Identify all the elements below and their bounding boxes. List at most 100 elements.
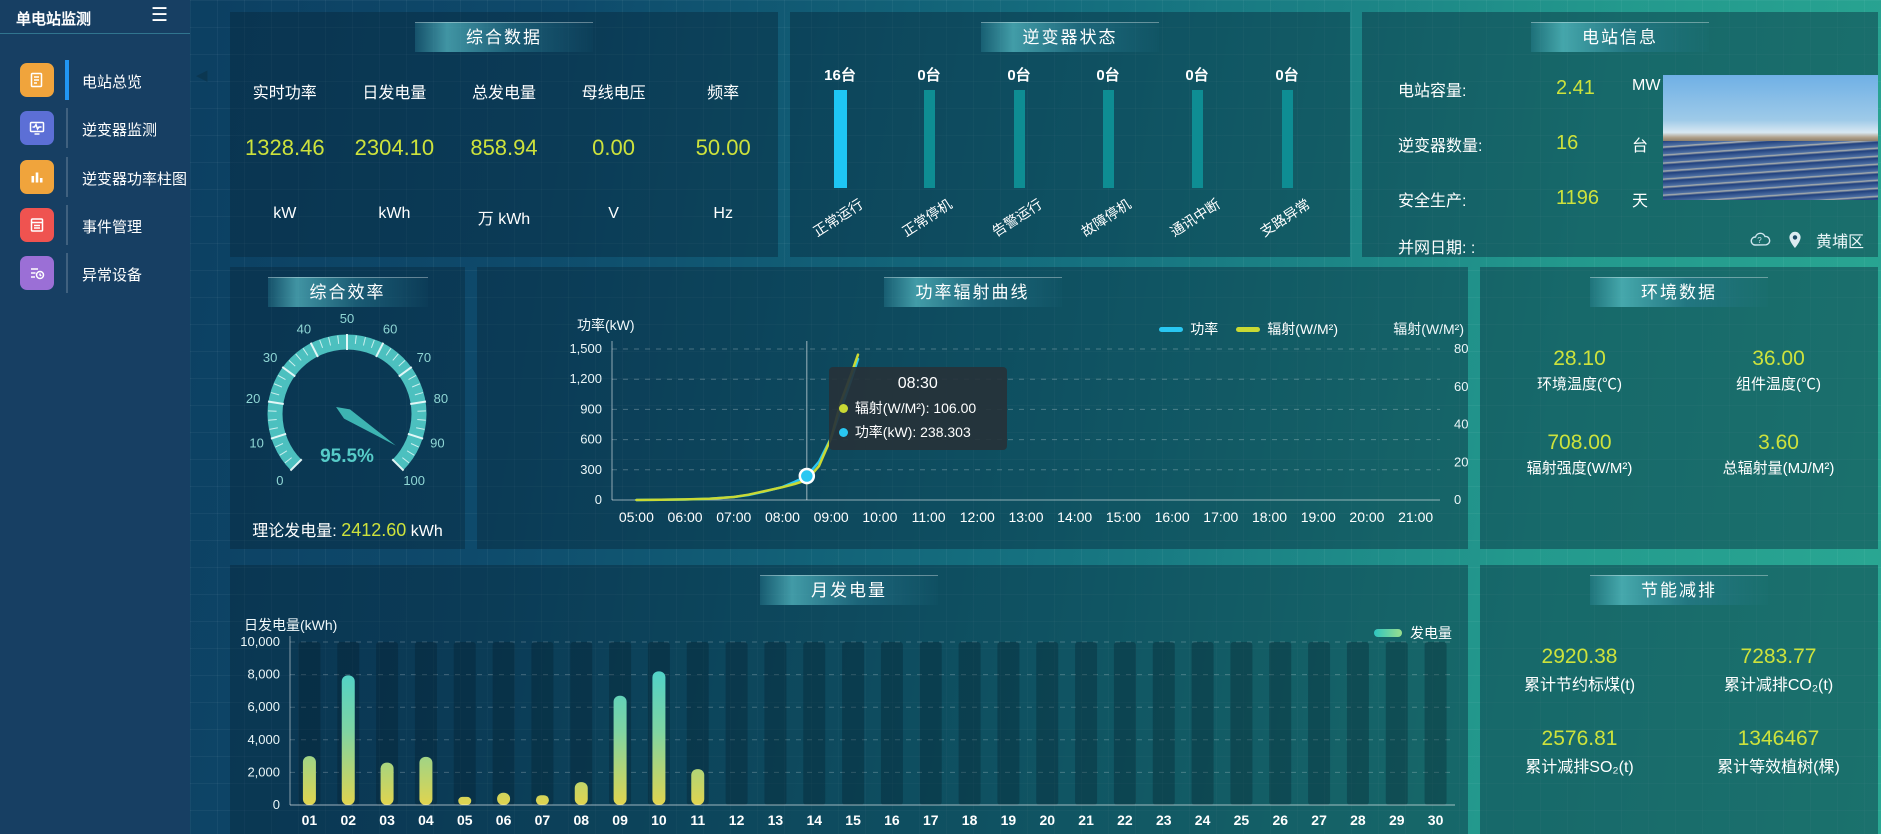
status-count: 0台: [1275, 67, 1299, 84]
stat-label: 辐射强度(W/M²): [1526, 460, 1633, 477]
svg-text:95.5%: 95.5%: [320, 446, 374, 467]
svg-text:0: 0: [276, 473, 283, 488]
svg-text:900: 900: [580, 401, 602, 416]
inverter-status-fault-stop[interactable]: 0台 故障停机: [1063, 52, 1153, 257]
legend-label: 功率: [1190, 321, 1219, 337]
location-pin-icon: [1789, 231, 1801, 248]
svg-text:15:00: 15:00: [1106, 509, 1141, 525]
sidebar-item-abnormal-devices[interactable]: 异常设备: [0, 251, 190, 295]
info-value: 1196: [1556, 187, 1600, 209]
svg-text:50: 50: [340, 311, 354, 326]
svg-text:0: 0: [273, 797, 280, 812]
svg-text:18: 18: [962, 812, 978, 828]
sidebar-item-label: 逆变器功率柱图: [82, 171, 188, 188]
info-unit: 台: [1632, 138, 1649, 155]
legend-swatch: [1374, 629, 1402, 637]
panel-title: 环境数据: [1590, 277, 1768, 307]
metric-value: 858.94: [470, 135, 538, 160]
svg-text:16:00: 16:00: [1155, 509, 1190, 525]
info-label: 并网日期: :: [1398, 240, 1476, 257]
svg-text:600: 600: [580, 432, 602, 447]
metric-value: 50.00: [695, 135, 751, 160]
efficiency-gauge[interactable]: 0 10 20 30 40 50 60 70 80 90 100 95.5%: [232, 309, 462, 509]
event-management-icon: [20, 208, 54, 242]
svg-text:70: 70: [417, 350, 431, 365]
svg-text:20:00: 20:00: [1349, 509, 1384, 525]
monthly-energy-chart[interactable]: 0 2,000 4,000 6,000 8,000 10,000 01 02 03 04 05 06 0…: [230, 565, 1468, 834]
svg-text:11: 11: [690, 812, 705, 828]
inverter-status-comm-lost[interactable]: 0台 通讯中断: [1152, 52, 1242, 257]
bar-chart-legend[interactable]: 发电量: [1374, 623, 1452, 643]
panel-title: 节能减排: [1590, 575, 1768, 605]
hamburger-menu-icon[interactable]: ☰: [150, 5, 168, 26]
svg-text:10: 10: [249, 435, 263, 450]
svg-text:17: 17: [923, 812, 939, 828]
env-ambient-temp: 28.10 环境温度(℃): [1480, 347, 1679, 394]
power-radiation-chart[interactable]: 0 300 600 900 1,200 1,500 0 200 400 600 800 05:00 06…: [477, 267, 1468, 549]
metric-value: 1328.46: [245, 135, 325, 160]
panel-title: 月发电量: [760, 575, 938, 605]
legend-power[interactable]: 功率: [1159, 319, 1218, 339]
safe-production-row: 安全生产: 1196 天: [1362, 187, 1662, 211]
sidebar-item-event-management[interactable]: 事件管理: [0, 203, 190, 247]
metric-unit: Hz: [713, 205, 733, 222]
saving-so2: 2576.81 累计减排SO₂(t): [1480, 727, 1679, 777]
svg-text:0: 0: [595, 492, 602, 507]
svg-text:06: 06: [496, 812, 512, 828]
status-count: 0台: [1096, 67, 1120, 84]
stat-label: 累计等效植树(棵): [1717, 759, 1840, 776]
env-radiation-intensity: 708.00 辐射强度(W/M²): [1480, 431, 1679, 478]
info-label: 安全生产:: [1398, 193, 1467, 210]
sidebar-item-inverter-monitor[interactable]: 逆变器监测: [0, 106, 190, 150]
svg-text:12:00: 12:00: [960, 509, 995, 525]
svg-text:13:00: 13:00: [1008, 509, 1043, 525]
svg-text:02: 02: [340, 812, 356, 828]
metric-bus-voltage: 母线电压 0.00 V: [559, 57, 669, 257]
menu-accent-bar: [66, 253, 68, 293]
stat-value: 28.10: [1553, 347, 1606, 370]
inverter-status-normal-stop[interactable]: 0台 正常停机: [884, 52, 974, 257]
metric-label: 日发电量: [362, 85, 427, 102]
svg-text:15: 15: [845, 812, 861, 828]
inverter-status-bar: [1281, 90, 1293, 188]
svg-text:400: 400: [1454, 417, 1468, 432]
panel-title: 逆变器状态: [981, 22, 1159, 52]
metric-value: 0.00: [592, 135, 635, 160]
panel-title: 功率辐射曲线: [883, 277, 1062, 307]
line-chart-legend[interactable]: 功率 辐射(W/M²): [1159, 319, 1338, 339]
svg-text:21:00: 21:00: [1398, 509, 1433, 525]
inverter-monitor-icon: [20, 111, 54, 145]
svg-text:21: 21: [1078, 812, 1094, 828]
svg-text:80: 80: [434, 391, 448, 406]
info-value: 16: [1556, 132, 1579, 154]
panel-energy-saving: 节能减排 2920.38 累计节约标煤(t) 7283.77 累计减排CO₂(t…: [1480, 565, 1878, 834]
metric-total-energy: 总发电量 858.94 万 kWh: [449, 57, 559, 257]
sidebar-collapse-icon[interactable]: ◀: [196, 67, 208, 84]
inverter-status-bar: [833, 90, 847, 188]
sidebar-item-station-overview[interactable]: 电站总览: [0, 58, 190, 102]
metric-label: 总发电量: [471, 85, 536, 102]
legend-radiation[interactable]: 辐射(W/M²): [1236, 319, 1338, 339]
footer-unit: kWh: [410, 523, 443, 540]
svg-text:2,000: 2,000: [247, 764, 280, 779]
svg-text:23: 23: [1156, 812, 1172, 828]
inverter-status-branch-abnormal[interactable]: 0台 支路异常: [1242, 52, 1332, 257]
legend-label: 发电量: [1410, 625, 1452, 641]
sidebar-item-inverter-power-bars[interactable]: 逆变器功率柱图: [0, 155, 190, 199]
svg-text:11:00: 11:00: [912, 509, 946, 525]
svg-text:1,500: 1,500: [569, 341, 602, 356]
svg-text:07: 07: [535, 812, 551, 828]
weather-icon: ?: [1750, 232, 1771, 246]
status-label: 故障停机: [1078, 195, 1134, 240]
svg-text:20: 20: [246, 391, 260, 406]
svg-text:12: 12: [729, 812, 745, 828]
grid-connection-date-row: 并网日期: :: [1362, 234, 1662, 258]
saving-coal: 2920.38 累计节约标煤(t): [1480, 645, 1679, 695]
stat-value: 1346467: [1737, 727, 1820, 750]
legend-label: 辐射(W/M²): [1267, 321, 1338, 337]
metric-unit: kWh: [378, 205, 411, 222]
inverter-status-alarm-running[interactable]: 0台 告警运行: [974, 52, 1064, 257]
info-unit: MW: [1632, 77, 1661, 94]
svg-text:28: 28: [1350, 812, 1366, 828]
inverter-status-normal-running[interactable]: 16台 正常运行: [795, 52, 885, 257]
